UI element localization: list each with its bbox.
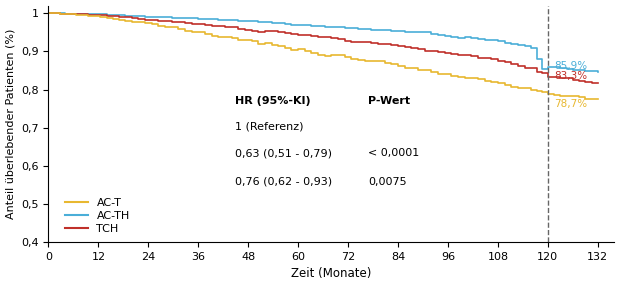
Text: 1 (Referenz): 1 (Referenz) — [235, 121, 304, 131]
Text: 0,63 (0,51 - 0,79): 0,63 (0,51 - 0,79) — [235, 148, 332, 158]
Y-axis label: Anteil überlebender Patienten (%): Anteil überlebender Patienten (%) — [6, 29, 16, 219]
Text: 78,7%: 78,7% — [554, 99, 587, 109]
Text: 83,3%: 83,3% — [554, 71, 587, 81]
Text: P-Wert: P-Wert — [368, 96, 410, 106]
Text: 0,0075: 0,0075 — [368, 177, 407, 187]
Text: 85,9%: 85,9% — [554, 61, 587, 71]
Text: 0,76 (0,62 - 0,93): 0,76 (0,62 - 0,93) — [235, 177, 332, 187]
X-axis label: Zeit (Monate): Zeit (Monate) — [291, 267, 371, 281]
Text: HR (95%-KI): HR (95%-KI) — [235, 96, 311, 106]
Text: < 0,0001: < 0,0001 — [368, 148, 420, 158]
Legend: AC-T, AC-TH, TCH: AC-T, AC-TH, TCH — [65, 198, 130, 234]
